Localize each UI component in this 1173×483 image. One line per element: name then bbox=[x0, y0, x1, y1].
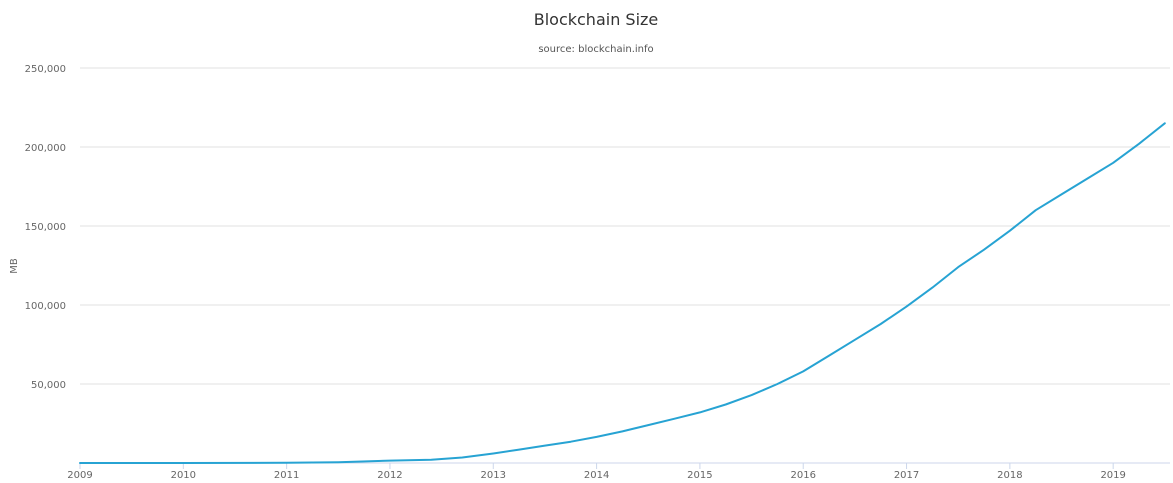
x-tick-label: 2009 bbox=[67, 470, 92, 481]
x-tick-label: 2014 bbox=[584, 470, 609, 481]
x-tick-label: 2010 bbox=[171, 470, 196, 481]
chart-subtitle: source: blockchain.info bbox=[538, 44, 653, 55]
y-axis-ticks: 50,000 100,000 150,000 200,000 250,000 bbox=[25, 64, 66, 391]
y-tick-label: 200,000 bbox=[25, 143, 66, 154]
series-line bbox=[79, 122, 1166, 464]
x-tick-label: 2017 bbox=[894, 470, 919, 481]
gridlines bbox=[80, 67, 1170, 385]
x-tick-label: 2011 bbox=[274, 470, 299, 481]
y-tick-label: 250,000 bbox=[25, 64, 66, 75]
chart-title: Blockchain Size bbox=[534, 10, 659, 29]
x-tick-label: 2016 bbox=[790, 470, 815, 481]
y-tick-label: 50,000 bbox=[31, 380, 66, 391]
y-tick-label: 100,000 bbox=[25, 301, 66, 312]
x-tick-label: 2019 bbox=[1100, 470, 1125, 481]
y-axis-label: MB bbox=[9, 258, 20, 274]
series-group bbox=[79, 122, 1166, 464]
x-tick-label: 2012 bbox=[377, 470, 402, 481]
x-tick-label: 2018 bbox=[997, 470, 1022, 481]
y-tick-label: 150,000 bbox=[25, 222, 66, 233]
x-axis-ticks: 2009 2010 2011 2012 2013 2014 2015 2016 2017 2018… bbox=[67, 463, 1126, 481]
x-tick-label: 2013 bbox=[481, 470, 506, 481]
x-tick-label: 2015 bbox=[687, 470, 712, 481]
